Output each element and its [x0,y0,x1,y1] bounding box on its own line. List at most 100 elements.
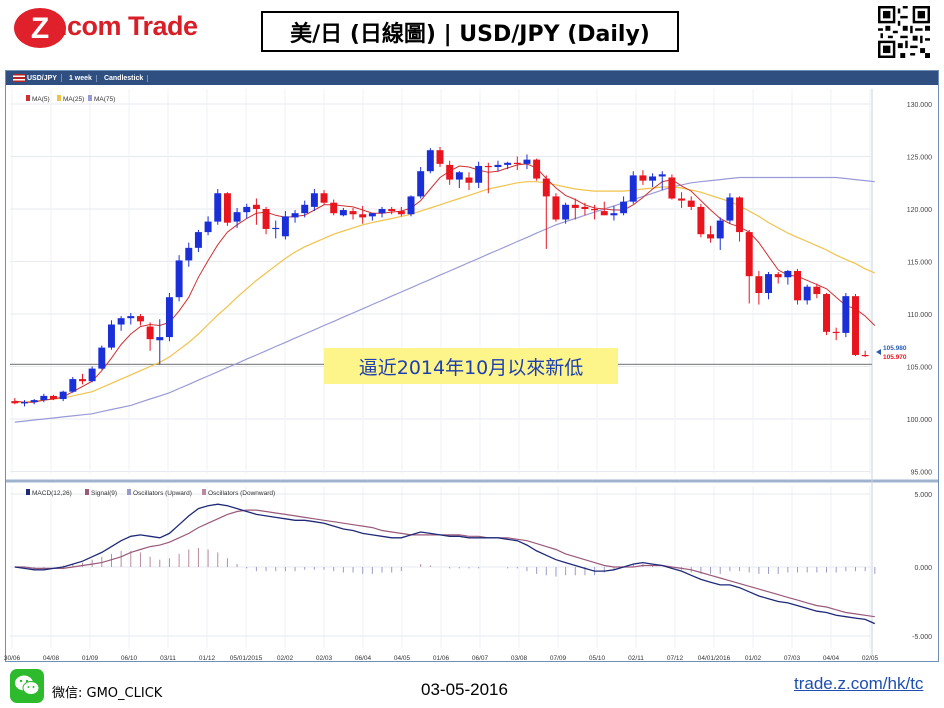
candle-body [262,209,270,229]
candle-body [359,214,367,218]
candle-body [736,197,744,233]
candle-body [591,209,599,211]
website-link[interactable]: trade.z.com/hk/tc [794,674,924,693]
chart-toolbar: USD/JPY 1 week Candlestick [6,71,938,85]
price-legend: MA(5) MA(25) MA(75) [26,95,115,103]
candle-body [678,198,686,201]
legend-swatch [57,95,61,101]
candle-body [455,172,463,180]
candle-body [194,232,202,248]
price-tag-label: 105.980 [883,345,907,352]
candle-body [21,402,28,404]
candle-body [156,337,164,341]
candle-body [30,400,38,403]
legend-label: MA(25) [63,96,84,103]
candle-body [687,200,695,207]
logo-mark: Z [14,8,66,48]
toolbar-period[interactable]: 1 week [65,74,97,82]
price-tick-label: 130.000 [907,102,932,109]
legend-swatch [26,95,30,101]
candle-body [803,286,811,301]
candle-body [291,213,299,218]
candle-body [88,368,96,382]
x-tick-label: 04/04 [823,655,840,662]
x-tick-label: 05/10 [589,655,606,662]
x-tick-label: 30/06 [4,655,21,662]
candle-body [465,177,473,183]
candle-body [765,274,773,293]
x-tick-label: 02/02 [277,655,294,662]
x-tick-label: 03/08 [511,655,528,662]
candle-body [175,260,183,298]
candle-body [281,216,289,237]
candle-body [78,379,86,382]
macd-legend-label: Oscillators (Downward) [208,490,275,497]
candle-body [378,209,386,214]
candle-body [446,164,454,180]
wechat-label: 微信: GMO_CLICK [52,686,163,701]
price-tick-label: 120.000 [907,207,932,214]
candle-body [484,165,492,168]
candle-body [243,206,251,213]
candle-body [600,211,608,216]
x-tick-label: 02/05 [862,655,879,662]
x-tick-label: 01/02 [745,655,762,662]
candle-body [407,196,415,215]
x-axis: 30/06 04/08 01/09 06/10 03/11 01/12 05/01/2015… [4,655,879,662]
macd-legend-label: Signal(9) [91,490,117,497]
toolbar-chart-style[interactable]: Candlestick [100,74,149,82]
annotation-box: 逼近2014年10月以來新低 [324,348,618,384]
candle-body [494,164,502,167]
macd-legend-swatch [127,489,131,495]
candle-body [658,174,666,177]
candle-body [50,395,57,400]
candle-body [40,395,48,401]
price-tick-label: 110.000 [907,312,932,319]
price-axis: 95.000 100.000 105.000 110.000 115.000 120.00… [907,102,932,477]
macd-tick-label: 0.000 [914,565,932,572]
candle-body [504,162,512,165]
candle-body [397,211,405,215]
candle-body [320,193,328,203]
ma5-line [14,163,876,403]
x-tick-label: 04/08 [43,655,60,662]
x-tick-label: 04/01/2016 [698,655,731,662]
candle-body [301,204,309,214]
candle-body [552,196,560,220]
macd-tick-label: -5.000 [912,634,932,641]
candle-body [127,316,135,319]
macd-histogram [23,548,876,577]
candle-body [417,171,425,197]
candle-body [368,213,376,217]
candle-body [794,270,802,301]
candle-body [185,247,193,261]
candle-body [214,193,222,222]
candle-body [165,297,173,338]
macd-lines [14,503,876,625]
macd-legend-swatch [26,489,30,495]
x-tick-label: 05/01/2015 [230,655,263,662]
qr-code-icon [878,6,930,58]
candle-body [774,274,782,278]
x-tick-label: 06/07 [472,655,489,662]
toolbar-symbol[interactable]: USD/JPY [9,74,62,82]
annotation-text: 逼近2014年10月以來新低 [358,356,584,379]
candle-body [388,209,396,212]
x-tick-label: 06/04 [355,655,372,662]
x-tick-label: 07/03 [784,655,801,662]
macd-legend-swatch [85,489,89,495]
candle-body [223,193,231,223]
candlesticks [11,147,869,407]
candle-body [813,286,821,295]
candle-body [98,347,106,369]
candle-body [832,331,840,334]
candle-body [861,354,869,357]
candle-body [842,296,850,333]
price-tag-pointer [876,349,881,355]
candle-body [784,270,792,278]
candle-body [629,175,637,202]
candle-body [823,294,830,332]
price-tick-label: 115.000 [907,260,932,267]
logo-text: .com Trade [60,11,198,41]
candle-body [330,202,338,214]
